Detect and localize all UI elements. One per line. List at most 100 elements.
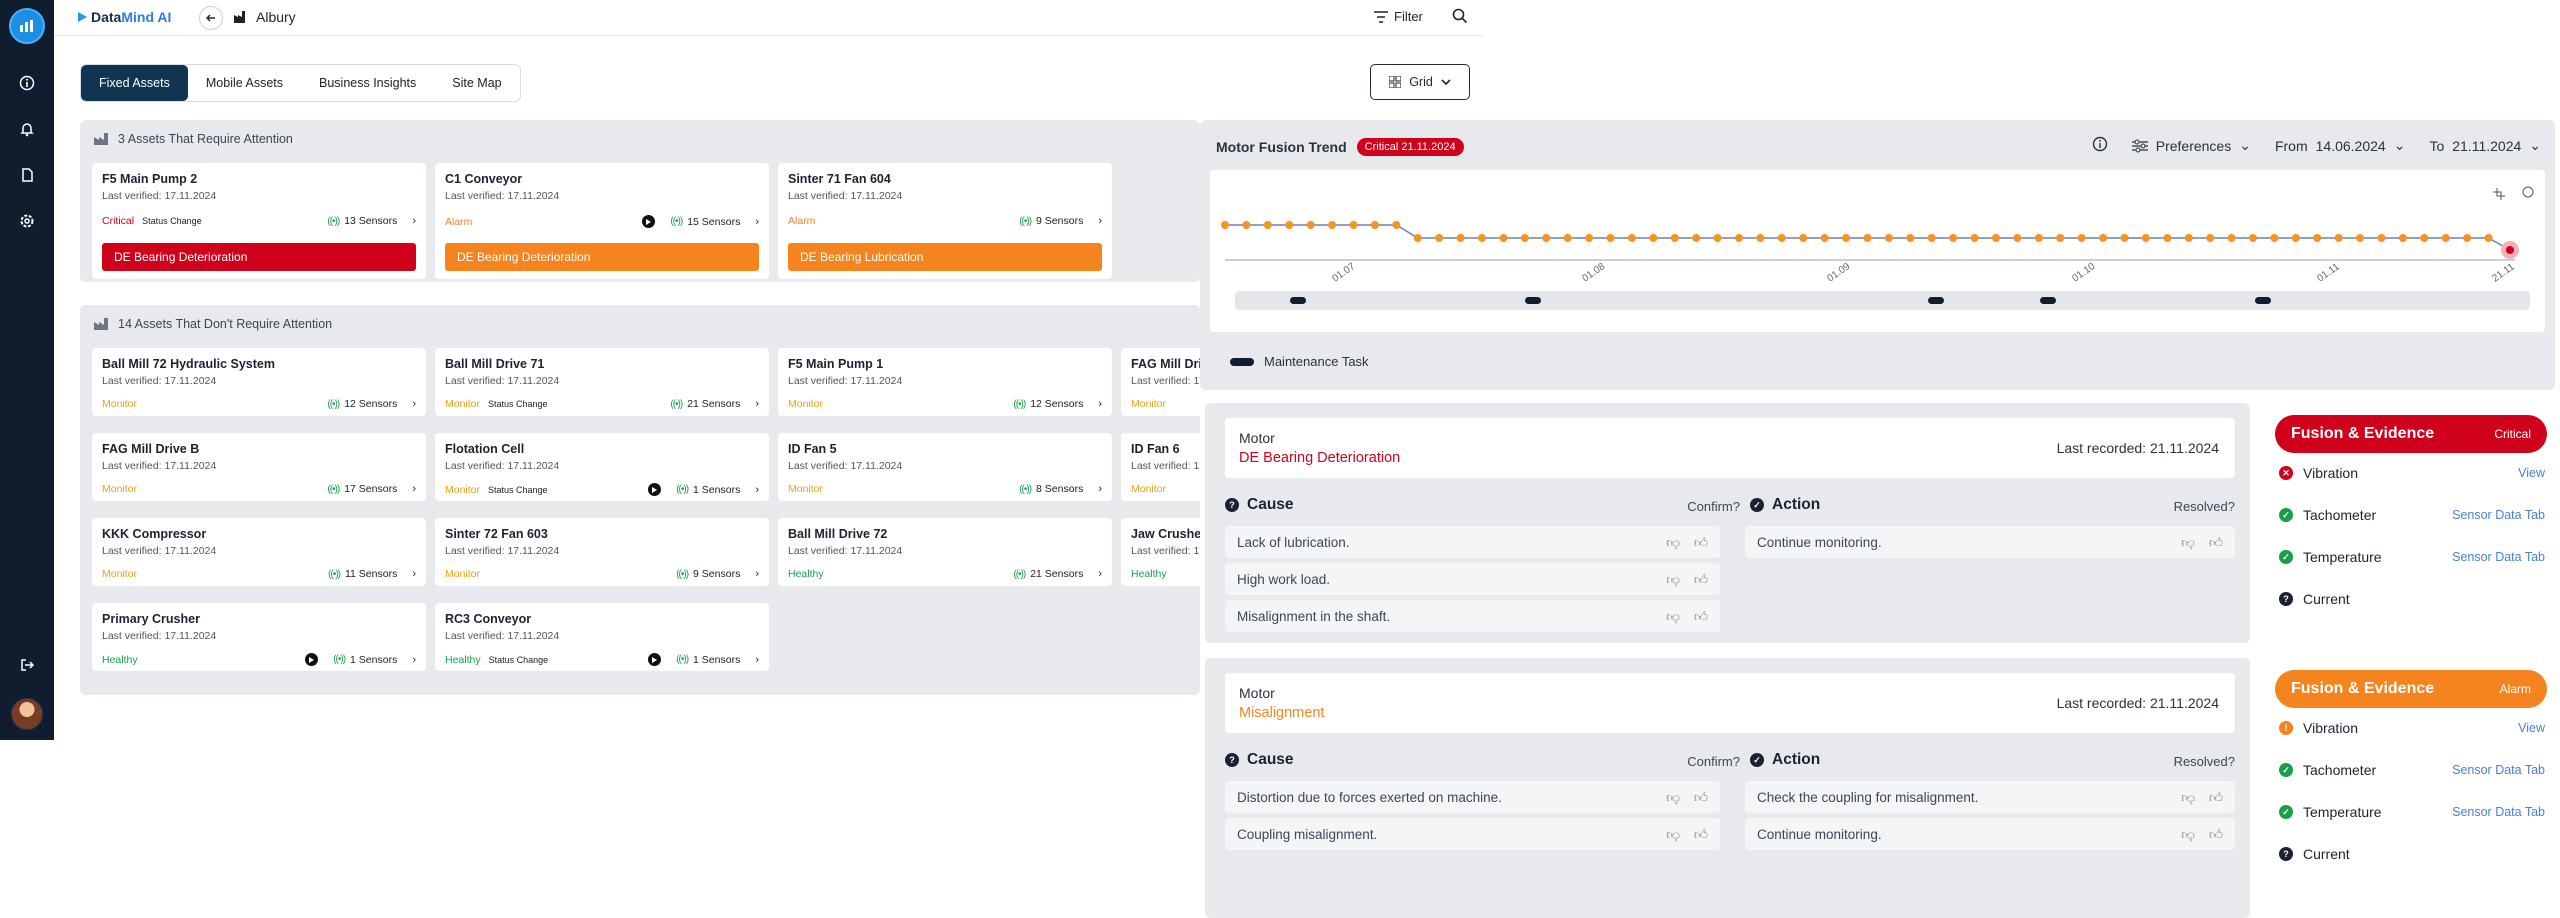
thumbs-down-icon[interactable]: 👎︎ bbox=[1666, 826, 1680, 842]
asset-card[interactable]: Flotation Cell Last verified: 17.11.2024… bbox=[435, 433, 769, 501]
thumbs-up-icon[interactable]: 👍︎ bbox=[1693, 608, 1708, 624]
sensor-count[interactable]: ((•)) 17 Sensors › bbox=[327, 483, 416, 495]
trend-point[interactable] bbox=[1713, 234, 1722, 242]
trend-point[interactable] bbox=[1263, 221, 1272, 229]
tab-site-map[interactable]: Site Map bbox=[452, 76, 502, 90]
sensor-count[interactable]: ((•)) 12 Sensors › bbox=[1013, 398, 1102, 410]
view-toggle-dropdown[interactable]: Grid bbox=[1370, 64, 1470, 100]
trend-point[interactable] bbox=[1884, 234, 1893, 242]
trend-point[interactable] bbox=[2398, 234, 2407, 242]
trend-point[interactable] bbox=[1328, 221, 1337, 229]
trend-point[interactable] bbox=[1392, 221, 1401, 229]
trend-point[interactable] bbox=[1520, 234, 1529, 242]
trend-chart[interactable]: 01.07 01.08 01.09 01.10 01.11 21.11 bbox=[1210, 170, 2545, 332]
trend-point[interactable] bbox=[2420, 234, 2429, 242]
play-icon[interactable] bbox=[642, 215, 656, 228]
trend-point[interactable] bbox=[1435, 234, 1444, 242]
search-icon[interactable] bbox=[1452, 8, 1468, 29]
thumbs-up-icon[interactable]: 👍︎ bbox=[2208, 789, 2223, 805]
asset-card[interactable]: Primary Crusher Last verified: 17.11.202… bbox=[92, 603, 426, 671]
asset-card[interactable]: F5 Main Pump 2 Last verified: 17.11.2024… bbox=[92, 163, 426, 279]
sensor-count[interactable]: ((•)) 15 Sensors › bbox=[642, 215, 759, 228]
asset-card[interactable]: C1 Conveyor Last verified: 17.11.2024 Al… bbox=[435, 163, 769, 279]
sensor-count[interactable]: ((•)) 9 Sensors › bbox=[1019, 215, 1102, 227]
thumbs-up-icon[interactable]: 👍︎ bbox=[1693, 534, 1708, 550]
trend-point[interactable] bbox=[1563, 234, 1572, 242]
thumbs-up-icon[interactable]: 👍︎ bbox=[2208, 534, 2223, 550]
trend-point[interactable] bbox=[2377, 234, 2386, 242]
asset-card[interactable]: Ball Mill Drive 71 Last verified: 17.11.… bbox=[435, 348, 769, 416]
evidence-link[interactable]: View bbox=[2518, 721, 2545, 735]
trend-point[interactable] bbox=[2141, 234, 2150, 242]
tab-mobile-assets[interactable]: Mobile Assets bbox=[205, 76, 283, 90]
maintenance-task-marker[interactable] bbox=[2040, 297, 2056, 304]
fault-banner[interactable]: DE Bearing Deterioration bbox=[102, 243, 416, 271]
preferences-dropdown[interactable]: Preferences ⌄ bbox=[2131, 137, 2251, 154]
bell-icon[interactable] bbox=[16, 118, 38, 140]
asset-card[interactable]: F5 Main Pump 1 Last verified: 17.11.2024… bbox=[778, 348, 1112, 416]
trend-point[interactable] bbox=[2056, 234, 2065, 242]
trend-point[interactable] bbox=[1820, 234, 1829, 242]
tab-fixed-assets[interactable]: Fixed Assets bbox=[81, 65, 188, 101]
asset-card[interactable]: Ball Mill Drive 72 Last verified: 17.11.… bbox=[778, 518, 1112, 586]
site-breadcrumb[interactable]: Albury bbox=[234, 9, 296, 25]
sensor-count[interactable]: ((•)) 1 Sensors › bbox=[648, 483, 759, 496]
trend-point[interactable] bbox=[1842, 234, 1851, 242]
asset-card[interactable]: KKK Compressor Last verified: 17.11.2024… bbox=[92, 518, 426, 586]
filter-button[interactable]: Filter bbox=[1374, 9, 1423, 24]
refresh-icon[interactable] bbox=[2522, 186, 2534, 198]
sensor-count[interactable]: ((•)) 11 Sensors › bbox=[328, 568, 416, 580]
trend-point[interactable] bbox=[1649, 234, 1658, 242]
trend-point[interactable] bbox=[2184, 234, 2193, 242]
trend-point[interactable] bbox=[1456, 234, 1465, 242]
trend-point[interactable] bbox=[2099, 234, 2108, 242]
trend-point[interactable] bbox=[2506, 246, 2514, 254]
trend-point[interactable] bbox=[1542, 234, 1551, 242]
from-date-dropdown[interactable]: From 14.06.2024 ⌄ bbox=[2275, 137, 2405, 154]
trend-point[interactable] bbox=[1777, 234, 1786, 242]
sensor-count[interactable]: ((•)) 13 Sensors › bbox=[327, 215, 416, 227]
trend-point[interactable] bbox=[1627, 234, 1636, 242]
trend-point[interactable] bbox=[2291, 234, 2300, 242]
trend-point[interactable] bbox=[1927, 234, 1936, 242]
trend-point[interactable] bbox=[2270, 234, 2279, 242]
trend-point[interactable] bbox=[1906, 234, 1915, 242]
thumbs-up-icon[interactable]: 👍︎ bbox=[1693, 789, 1708, 805]
trend-point[interactable] bbox=[1478, 234, 1486, 242]
evidence-link[interactable]: Sensor Data Tab bbox=[2452, 550, 2545, 564]
evidence-link[interactable]: Sensor Data Tab bbox=[2452, 805, 2545, 819]
trend-point[interactable] bbox=[2441, 234, 2450, 242]
trend-point[interactable] bbox=[1799, 234, 1808, 242]
trend-point[interactable] bbox=[2334, 234, 2343, 242]
to-date-dropdown[interactable]: To 21.11.2024 ⌄ bbox=[2429, 137, 2541, 154]
sensor-count[interactable]: ((•)) 21 Sensors › bbox=[670, 398, 759, 410]
asset-card[interactable]: Sinter 72 Fan 603 Last verified: 17.11.2… bbox=[435, 518, 769, 586]
sensor-count[interactable]: ((•)) 21 Sensors › bbox=[1013, 568, 1102, 580]
trend-point[interactable] bbox=[2163, 234, 2172, 242]
trend-point[interactable] bbox=[1585, 234, 1594, 242]
crop-icon[interactable] bbox=[2493, 188, 2505, 200]
trend-point[interactable] bbox=[2484, 234, 2493, 242]
trend-point[interactable] bbox=[1949, 234, 1958, 242]
trend-point[interactable] bbox=[1692, 234, 1701, 242]
evidence-link[interactable]: Sensor Data Tab bbox=[2452, 508, 2545, 522]
trend-point[interactable] bbox=[1992, 234, 2000, 242]
thumbs-down-icon[interactable]: 👎︎ bbox=[1666, 789, 1680, 805]
back-button[interactable] bbox=[199, 6, 223, 30]
gear-icon[interactable] bbox=[16, 210, 38, 232]
trend-point[interactable] bbox=[1306, 221, 1315, 229]
tab-business-insights[interactable]: Business Insights bbox=[319, 76, 417, 90]
play-icon[interactable] bbox=[648, 653, 662, 666]
asset-card[interactable]: ID Fan 5 Last verified: 17.11.2024 Monit… bbox=[778, 433, 1112, 501]
trend-point[interactable] bbox=[1670, 234, 1679, 242]
asset-card[interactable]: FAG Mill Drive B Last verified: 17.11.20… bbox=[92, 433, 426, 501]
trend-point[interactable] bbox=[1606, 234, 1615, 242]
thumbs-up-icon[interactable]: 👍︎ bbox=[1693, 826, 1708, 842]
thumbs-down-icon[interactable]: 👎︎ bbox=[2181, 534, 2195, 550]
maintenance-task-marker[interactable] bbox=[1525, 297, 1541, 304]
sensor-count[interactable]: ((•)) 9 Sensors › bbox=[676, 568, 759, 580]
trend-point[interactable] bbox=[1863, 234, 1872, 242]
sensor-count[interactable]: ((•)) 8 Sensors › bbox=[1019, 483, 1102, 495]
thumbs-down-icon[interactable]: 👎︎ bbox=[1666, 608, 1680, 624]
play-icon[interactable] bbox=[305, 653, 319, 666]
